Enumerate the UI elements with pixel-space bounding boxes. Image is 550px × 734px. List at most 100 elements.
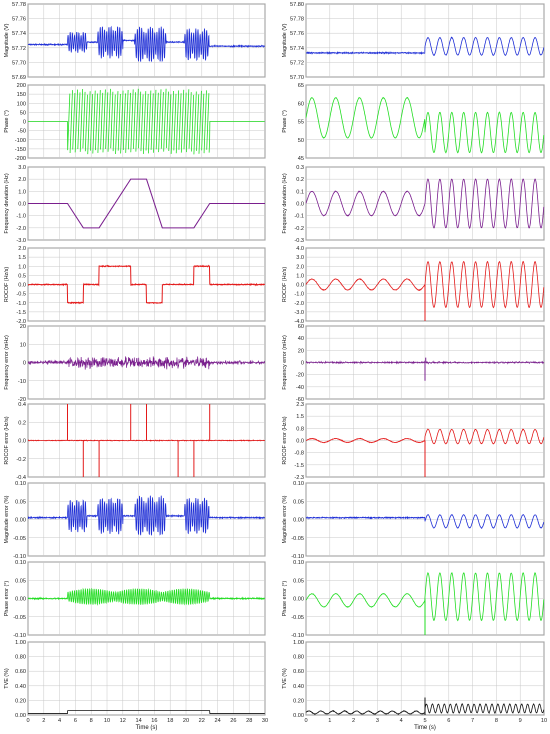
y-tick-label: 57.74 xyxy=(12,31,26,37)
x-tick-label: 9 xyxy=(519,718,522,724)
chart-panel: 20 10 0 -10 -20 Frequency error (mHz) xyxy=(4,324,266,403)
y-tick-label: 0.40 xyxy=(293,684,304,690)
y-tick-label: 40 xyxy=(298,336,304,342)
y-tick-label: 0.40 xyxy=(15,684,26,690)
y-tick-label: 3.0 xyxy=(18,165,26,171)
y-tick-label: 45 xyxy=(298,156,304,162)
y-tick-label: 57.72 xyxy=(290,60,304,66)
x-tick-label: 6 xyxy=(447,718,450,724)
x-tick-label: 8 xyxy=(495,718,498,724)
y-tick-label: 0.20 xyxy=(15,698,26,704)
y-axis-label: Phase error (°) xyxy=(282,581,288,617)
y-tick-label: 0.1 xyxy=(296,189,304,195)
data-line xyxy=(28,178,265,229)
chart-panel: 57.78 57.76 57.74 57.72 57.70 57.69 Magnitude … xyxy=(4,2,266,81)
y-axis-label: Frequency deviation (Hz) xyxy=(4,173,10,233)
y-tick-label: 1.5 xyxy=(296,414,304,420)
y-tick-label: -50 xyxy=(18,129,26,135)
y-tick-label: 50 xyxy=(20,110,26,116)
y-tick-label: -10 xyxy=(18,379,26,385)
y-tick-label: 0.80 xyxy=(293,655,304,661)
y-tick-label: 57.78 xyxy=(12,2,26,8)
x-tick-label: 14 xyxy=(135,718,141,724)
y-tick-label: 0.10 xyxy=(15,481,26,487)
x-tick-label: 20 xyxy=(183,718,189,724)
y-tick-label: 0.3 xyxy=(296,165,304,171)
chart-panel: 65 60 55 50 45 Phase (°) xyxy=(282,83,545,162)
y-tick-label: 0.00 xyxy=(293,713,304,719)
x-axis-label: Time (s) xyxy=(414,725,436,731)
y-tick-label: 0.00 xyxy=(293,518,304,524)
data-line xyxy=(28,710,265,714)
data-line xyxy=(27,587,265,606)
y-tick-label: -1.0 xyxy=(16,301,26,307)
y-tick-label: 65 xyxy=(298,83,304,89)
y-tick-label: 57.76 xyxy=(290,31,304,37)
y-axis-label: TVE (%) xyxy=(4,668,10,689)
y-axis-label: Phase error (°) xyxy=(4,581,10,617)
x-axis-label: Time (s) xyxy=(136,725,158,731)
y-tick-label: -0.10 xyxy=(291,554,304,560)
y-tick-label: 57.78 xyxy=(290,17,304,23)
y-axis-label: Magnitude error (%) xyxy=(282,495,288,543)
x-tick-label: 22 xyxy=(199,718,205,724)
y-axis-label: Phase (°) xyxy=(4,110,10,133)
y-tick-label: -1.5 xyxy=(16,310,26,316)
y-tick-label: 0.2 xyxy=(18,420,26,426)
y-tick-label: -0.5 xyxy=(16,292,26,298)
y-axis-label: ROCOF error (Hz/s) xyxy=(4,416,10,464)
y-tick-label: 0.0 xyxy=(18,202,26,208)
y-tick-label: -0.4 xyxy=(16,475,26,481)
y-axis-label: TVE (%) xyxy=(282,668,288,689)
y-tick-label: -20 xyxy=(296,373,304,379)
y-tick-label: 0.80 xyxy=(15,655,26,661)
data-line xyxy=(305,178,545,230)
chart-panel: 57.80 57.78 57.76 57.74 57.72 57.70 Magnitude … xyxy=(282,2,545,81)
y-tick-label: 57.76 xyxy=(12,17,26,23)
y-tick-label: 20 xyxy=(20,324,26,330)
y-tick-label: 1.0 xyxy=(296,273,304,279)
chart-panel: 2.0 1.5 1.0 0.5 0.0 -0.5 -1.0 -1.5 -2.0 ROCOF (Hz… xyxy=(4,246,266,325)
y-tick-label: 0.0 xyxy=(296,202,304,208)
y-tick-label: 1.0 xyxy=(18,189,26,195)
y-tick-label: 0.00 xyxy=(293,597,304,603)
y-tick-label: 57.69 xyxy=(12,75,26,81)
y-tick-label: 2.0 xyxy=(18,246,26,252)
y-tick-label: 0.0 xyxy=(18,439,26,445)
y-axis-label: Magnitude (V) xyxy=(4,23,10,57)
y-tick-label: 0 xyxy=(301,361,304,367)
y-tick-label: 2.0 xyxy=(296,264,304,270)
x-tick-label: 1 xyxy=(328,718,331,724)
y-tick-label: -0.10 xyxy=(13,554,26,560)
y-tick-label: 10 xyxy=(20,342,26,348)
y-tick-label: -4.0 xyxy=(294,319,304,325)
y-tick-label: 20 xyxy=(298,348,304,354)
x-tick-label: 0 xyxy=(304,718,307,724)
y-tick-label: -150 xyxy=(15,147,26,153)
y-tick-label: 0.00 xyxy=(15,518,26,524)
y-tick-label: 57.72 xyxy=(12,46,26,52)
y-axis-label: ROCOF error (Hz/s) xyxy=(282,416,288,464)
y-tick-label: -0.2 xyxy=(294,226,304,232)
y-tick-label: -20 xyxy=(18,397,26,403)
x-tick-label: 10 xyxy=(104,718,110,724)
x-tick-label: 3 xyxy=(376,718,379,724)
y-tick-label: -0.3 xyxy=(294,238,304,244)
data-line xyxy=(305,428,545,445)
y-tick-label: -100 xyxy=(15,138,26,144)
y-tick-label: 0.60 xyxy=(15,669,26,675)
chart-panel: 0.4 0.2 0.0 -0.2 -0.4 ROCOF error (Hz/s) xyxy=(4,402,266,481)
x-tick-label: 6 xyxy=(74,718,77,724)
x-tick-label: 0 xyxy=(26,718,29,724)
plot-area xyxy=(27,641,266,716)
y-axis-label: Phase (°) xyxy=(282,110,288,133)
y-tick-label: -60 xyxy=(296,397,304,403)
y-tick-label: -3.0 xyxy=(294,310,304,316)
y-tick-label: -0.05 xyxy=(291,615,304,621)
y-axis-label: Magnitude error (%) xyxy=(4,495,10,543)
y-tick-label: 50 xyxy=(298,138,304,144)
chart-panel: 0.10 0.05 0.00 -0.05 -0.10 Phase error (°) xyxy=(282,560,545,639)
chart-panel: 60 40 20 0 -20 -40 -60 Frequency error (mHz) xyxy=(282,324,545,403)
